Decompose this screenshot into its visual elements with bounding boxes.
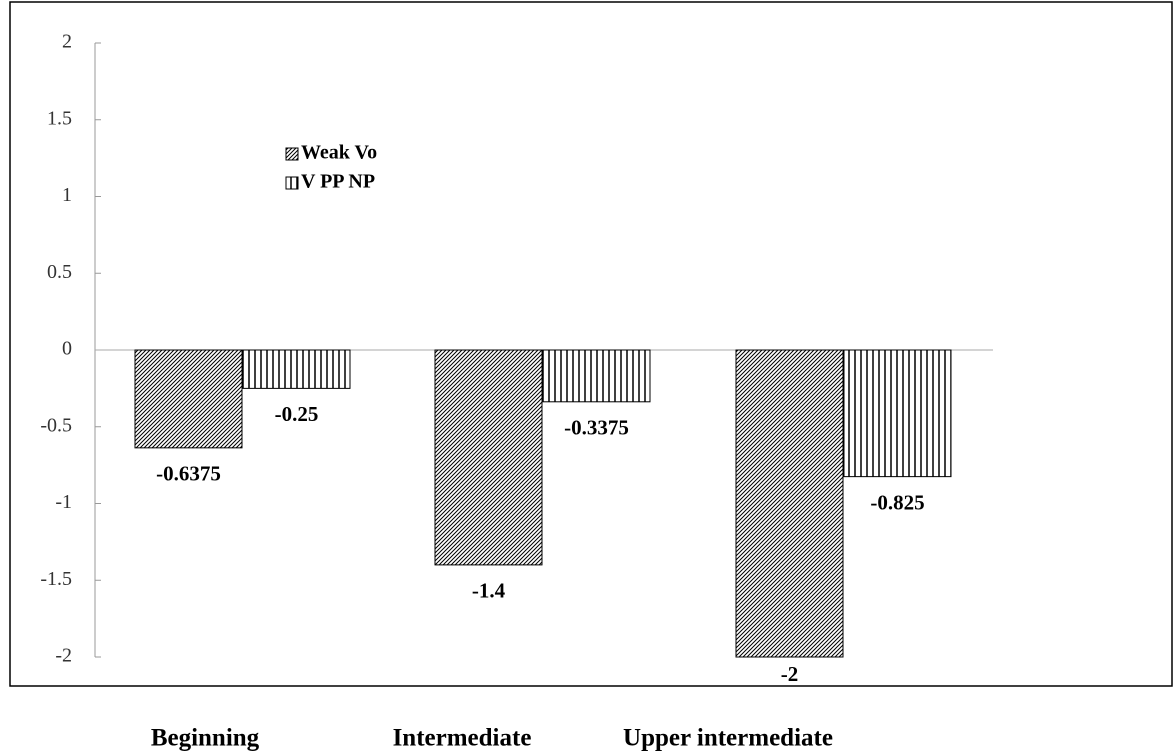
bar [242,349,351,389]
data-label: -1.4 [472,579,506,603]
x-tick-label: Intermediate [393,725,532,751]
x-tick-label: Upper intermediate [623,725,833,751]
legend-swatch [285,176,299,190]
bar [843,349,952,478]
y-tick-label: 2 [62,31,72,53]
legend-label: Weak Vo [301,142,377,164]
y-tick-label: -0.5 [40,414,72,436]
bar [542,349,651,403]
data-label: -0.3375 [564,416,629,440]
data-label: -0.825 [870,490,924,514]
y-tick-label: -1.5 [40,568,72,590]
legend-swatch [285,147,299,161]
chart-frame [9,1,1173,687]
y-tick-label: -1 [55,491,72,513]
y-tick-label: 0.5 [47,261,72,283]
data-label: -0.25 [275,402,319,426]
y-tick-label: 0 [62,338,72,360]
bar [735,349,844,658]
bar [434,349,543,566]
x-tick-label: Beginning [151,725,260,751]
y-tick-label: -2 [55,645,72,667]
data-label: -2 [781,662,799,686]
y-tick-label: 1 [62,184,72,206]
data-label: -0.6375 [156,462,221,486]
y-tick-label: 1.5 [47,107,72,129]
bar [134,349,243,449]
legend-label: V PP NP [301,171,375,193]
